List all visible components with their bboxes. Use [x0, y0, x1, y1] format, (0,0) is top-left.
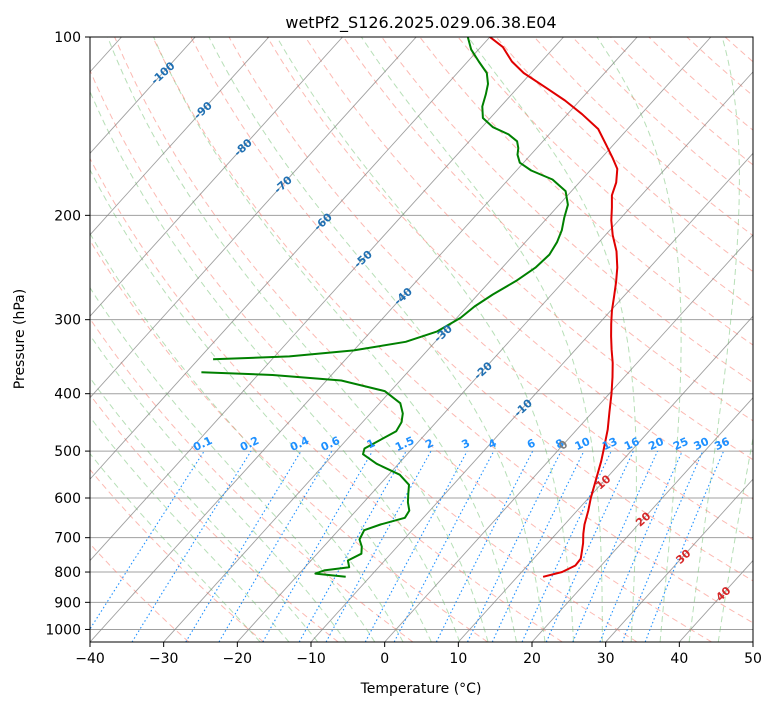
moist-adiabat: [107, 37, 489, 642]
temperature-profile: [489, 37, 619, 578]
isotherm-line: [90, 37, 270, 236]
moist-adiabat: [90, 232, 404, 642]
y-tick-label: 400: [54, 387, 81, 403]
isotherm-line: [236, 71, 753, 642]
x-tick-label: 50: [744, 651, 762, 667]
moist-adiabat: [208, 37, 546, 642]
mixing-ratio-line: [644, 450, 725, 642]
dewpoint-profile: [213, 37, 569, 361]
sounding-series: [201, 37, 619, 578]
y-tick-label: 900: [54, 595, 81, 611]
isotherm-line: [90, 37, 564, 562]
x-tick-label: 40: [670, 651, 688, 667]
mixing-ratio-label: 13: [600, 435, 619, 453]
mixing-ratio-label: 10: [573, 435, 593, 453]
x-tick-label: 30: [597, 651, 615, 667]
dewpoint-profile: [201, 371, 411, 578]
mixing-ratio-line: [325, 450, 432, 642]
x-axis-label: Temperature (°C): [360, 681, 482, 697]
mixing-ratio-label: 30: [692, 435, 712, 453]
mixing-ratio-line: [364, 450, 468, 642]
isotherm-line: [605, 478, 753, 642]
dry-adiabat: [90, 394, 339, 642]
moist-adiabat: [90, 452, 261, 642]
mixing-ratio-line: [572, 450, 659, 642]
moist-adiabat: [596, 37, 682, 642]
y-axis-label: Pressure (hPa): [12, 289, 28, 389]
moist-adiabat: [90, 90, 461, 642]
dry-adiabat: [114, 37, 712, 642]
mixing-ratio-line: [621, 450, 704, 642]
x-tick-label: 20: [523, 651, 541, 667]
y-axis-ticks: 100 200 300 400 500 600 700 800 900 1000: [45, 30, 90, 638]
y-tick-label: 100: [54, 30, 81, 46]
moist-adiabat: [90, 168, 432, 642]
y-tick-label: 700: [54, 531, 81, 547]
y-tick-label: 1000: [45, 622, 81, 638]
moist-adiabat: [90, 377, 319, 642]
moist-adiabat: [467, 37, 637, 642]
y-tick-label: 800: [54, 565, 81, 581]
dry-adiabat: [90, 543, 190, 642]
moist-adiabat: [360, 37, 603, 642]
moist-adiabat: [90, 334, 347, 642]
mixing-ratio-line: [90, 450, 205, 630]
dry-adiabat: [457, 37, 753, 309]
mixing-ratio-line: [185, 450, 302, 642]
plot-frame: [89, 36, 754, 643]
x-tick-label: 0: [380, 651, 389, 667]
isotherm-line: [531, 396, 753, 642]
x-tick-label: −10: [296, 651, 326, 667]
moist-adiabats: [90, 37, 753, 642]
plot-area: 0.1 0.2 0.4 0.6 1 1.5 2 3 4 6 8 10 13 16 20 25 30 36-100-…: [90, 37, 753, 642]
chart-title: wetPf2_S126.2025.029.06.38.E04: [285, 13, 556, 33]
isotherm-line: [90, 37, 417, 399]
moist-adiabat: [688, 37, 740, 642]
y-tick-label: 200: [54, 208, 81, 224]
x-axis-ticks: −40 −30 −20 −10 0 10 20 30 40 50: [75, 642, 762, 667]
isotherm-line: [163, 37, 712, 642]
x-tick-label: −30: [149, 651, 179, 667]
mixing-ratio-line: [298, 450, 407, 642]
mixing-ratio-line: [599, 450, 683, 642]
moist-adiabat: [717, 435, 753, 642]
dry-adiabat: [90, 468, 264, 642]
moist-adiabat: [276, 37, 575, 642]
mixing-ratio-label: 25: [671, 435, 690, 453]
x-tick-label: −20: [223, 651, 253, 667]
isotherm-gridlines: [90, 37, 753, 642]
mixing-ratio-line: [467, 450, 562, 642]
isotherm-line: [90, 37, 196, 155]
dry-adiabat: [152, 37, 753, 624]
isotherm-line: [90, 37, 491, 480]
isotherm-line: [384, 234, 753, 642]
y-tick-label: 500: [54, 444, 81, 460]
mixing-ratio-label: 16: [622, 435, 642, 453]
moist-adiabat: [90, 286, 376, 642]
isotherm-line: [457, 315, 753, 642]
y-tick-label: 600: [54, 491, 81, 507]
mixing-ratio-lines: [90, 450, 725, 642]
mixing-ratio-line: [435, 450, 534, 642]
x-tick-label: −40: [75, 651, 105, 667]
dry-adiabat: [90, 157, 563, 642]
mixing-ratio-label: 20: [646, 435, 666, 453]
isotherm-line: [90, 37, 343, 317]
dry-adiabat: [90, 239, 488, 642]
moist-adiabat: [153, 37, 517, 642]
isobar-gridlines: [90, 37, 753, 630]
dry-adiabat: [266, 37, 753, 500]
dry-adiabat: [190, 37, 753, 582]
isotherm-line: [310, 152, 753, 642]
mixing-ratio-label: 36: [712, 435, 732, 453]
isotherm-line: [90, 37, 638, 642]
x-tick-label: 10: [449, 651, 467, 667]
y-tick-label: 300: [54, 313, 81, 329]
